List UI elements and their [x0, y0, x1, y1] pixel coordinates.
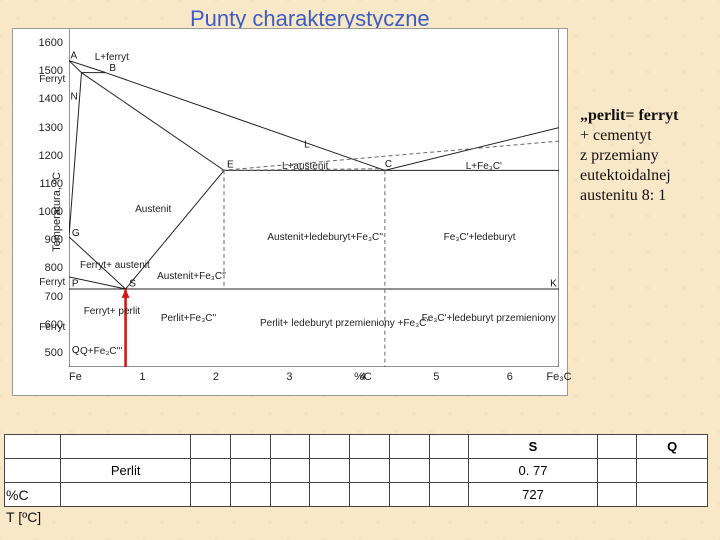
annot-l1: „perlit= ferryt	[580, 107, 678, 124]
data-table: SQPerlit0. 77727	[4, 434, 708, 507]
svg-text:N: N	[70, 91, 77, 102]
annot-l2: + cementyt	[580, 126, 708, 146]
data-table-wrap: SQPerlit0. 77727	[4, 434, 708, 507]
svg-text:L: L	[304, 139, 310, 150]
row-labels: %C T [ºC]	[6, 484, 41, 528]
row-label-c: %C	[6, 484, 41, 506]
perlit-annotation: „perlit= ferryt + cementyt z przemiany e…	[580, 106, 708, 206]
svg-text:A: A	[70, 51, 77, 62]
svg-text:K: K	[550, 279, 557, 290]
plot-area: ABNLECGSPKQ L+ferrytFerrytAustenitL+aust…	[69, 29, 559, 367]
phase-diagram: Temperatura, ºC 500600700800900100011001…	[12, 28, 568, 396]
svg-text:P: P	[72, 279, 79, 290]
annot-l4: eutektoidalnej	[580, 166, 708, 186]
x-ticks: 123456FeFe₃C%C	[69, 371, 559, 387]
row-label-t: T [ºC]	[6, 506, 41, 528]
svg-text:S: S	[129, 279, 136, 290]
svg-text:B: B	[109, 63, 116, 74]
svg-text:Q: Q	[72, 345, 80, 356]
annot-l5: austenitu 8: 1	[580, 186, 708, 206]
svg-text:G: G	[72, 228, 80, 239]
svg-text:E: E	[227, 160, 234, 171]
annot-l3: z przemiany	[580, 146, 708, 166]
svg-text:C: C	[385, 159, 392, 170]
